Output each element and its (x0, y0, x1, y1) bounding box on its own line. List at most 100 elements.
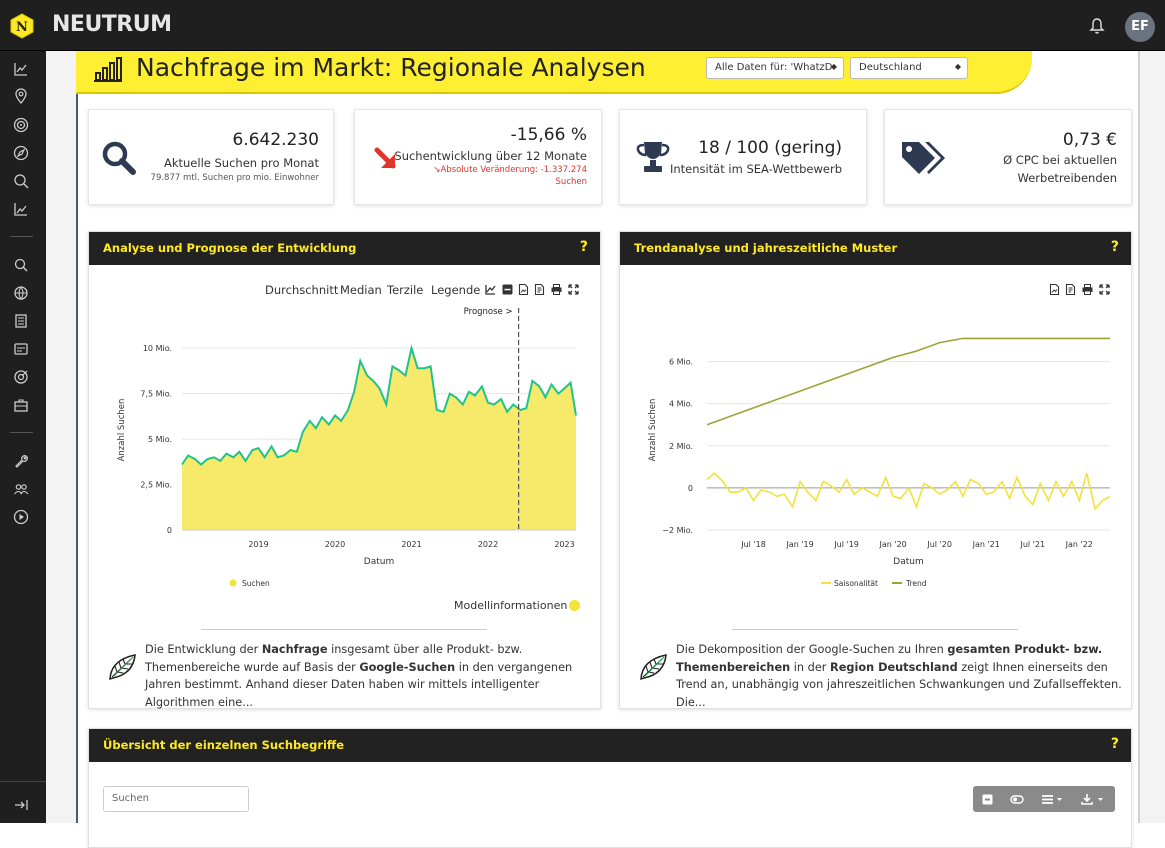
kpi-label: Aktuelle Suchen pro Monat (163, 156, 319, 170)
kpi-label: Ø CPC bei aktuellen (1003, 153, 1117, 167)
data-filter-value: Alle Daten für: 'WhatzD (715, 62, 833, 73)
kpi-label: Intensität im SEA-Wettbewerb (669, 162, 842, 176)
series-line-suchen (181, 344, 577, 466)
avatar[interactable]: EF (1125, 12, 1155, 42)
columns-toggle-icon[interactable] (1010, 794, 1024, 805)
toolbar-median[interactable]: Median (340, 283, 382, 297)
trend-icon[interactable] (13, 201, 29, 217)
logo-icon[interactable]: N (9, 13, 35, 39)
print-icon[interactable] (1082, 284, 1093, 295)
model-info-link[interactable]: Modellinformationen (454, 599, 568, 612)
kpi-sub: 79.877 mtl. Suchen pro mio. Einwohner (150, 173, 319, 183)
fullscreen-icon[interactable] (1099, 284, 1110, 295)
goal-icon[interactable] (13, 369, 29, 385)
top-bar: N NEUTRUM EF (0, 0, 1165, 51)
select-arrow-icon: ◆ (954, 62, 961, 71)
y-axis-title: Anzahl Suchen (648, 399, 658, 462)
region-value: Deutschland (859, 62, 922, 73)
divider (201, 629, 487, 630)
leaf-logo-icon (109, 654, 136, 681)
legend-label-trend: Trend (905, 579, 927, 588)
series-line-trend (706, 337, 1110, 426)
help-icon[interactable]: ? (1110, 736, 1119, 752)
bell-icon[interactable] (1088, 17, 1106, 35)
select-arrow-icon: ◆ (830, 62, 837, 71)
file-image-icon[interactable] (1049, 284, 1060, 295)
fullscreen-icon[interactable] (568, 284, 579, 295)
chart-line-icon[interactable] (13, 61, 29, 77)
panel-header: Trendanalyse und jahreszeitliche Muster … (620, 232, 1131, 265)
x-tick-label: Jan '19 (785, 540, 813, 549)
file-pdf-icon[interactable] (534, 284, 545, 295)
search-icon (102, 141, 136, 175)
sidebar (0, 51, 46, 823)
tags-icon (902, 142, 945, 174)
panel-title: Trendanalyse und jahreszeitliche Muster (634, 241, 898, 255)
help-icon[interactable]: ? (579, 239, 588, 255)
kpi-label: Suchentwicklung über 12 Monate (394, 149, 587, 163)
legend-marker-suchen (229, 579, 237, 587)
region-select[interactable]: Deutschland ◆ (850, 57, 968, 79)
trophy-icon (636, 142, 670, 172)
globe-icon[interactable] (13, 285, 29, 301)
brand-name[interactable]: NEUTRUM (52, 12, 172, 37)
trend-chart[interactable]: −2 Mio. 0 2 Mio. 4 Mio. 6 Mio. Jul '18 Jan '19… (620, 300, 1133, 605)
forecast-chart[interactable]: 0 2,5 Mio. 5 Mio. 7,5 Mio. 10 Mio. Prognose >… (89, 300, 602, 605)
y-tick-label: 2,5 Mio. (140, 481, 172, 490)
document-icon[interactable] (13, 313, 29, 329)
panel-forecast: Analyse und Prognose der Entwicklung ? D… (88, 231, 601, 709)
panel-description: Die Entwicklung der Nachfrage insgesamt … (145, 643, 573, 709)
line-chart-icon[interactable] (485, 284, 496, 295)
kpi-value: 0,73 € (1062, 130, 1117, 150)
search-icon[interactable] (13, 257, 29, 273)
x-tick-label: Jan '20 (879, 540, 907, 549)
print-icon[interactable] (551, 284, 562, 295)
compass-icon[interactable] (13, 145, 29, 161)
message-icon[interactable] (13, 341, 29, 357)
file-pdf-icon[interactable] (1065, 284, 1076, 295)
download-dropdown-icon[interactable] (1081, 794, 1105, 805)
play-circle-icon[interactable] (13, 509, 29, 525)
sidebar-divider (10, 432, 33, 433)
toolbar-tertiles[interactable]: Terzile (387, 283, 424, 297)
x-tick-label: Jul '18 (740, 540, 766, 549)
data-filter-select[interactable]: Alle Daten für: 'WhatzD ◆ (706, 57, 844, 79)
kpi-sub-unit: Suchen (555, 177, 587, 187)
sidebar-divider (0, 781, 46, 782)
kpi-card-development: -15,66 % Suchentwicklung über 12 Monate … (354, 109, 602, 205)
y-tick-label: −2 Mio. (662, 526, 693, 535)
toolbar-legend[interactable]: Legende (431, 283, 481, 297)
collapse-sidebar-icon[interactable] (13, 797, 29, 813)
location-pin-icon[interactable] (13, 88, 29, 104)
kpi-card-searches: 6.642.230 Aktuelle Suchen pro Monat 79.8… (88, 109, 334, 205)
x-tick-label: Jan '22 (1065, 540, 1093, 549)
users-icon[interactable] (13, 481, 29, 497)
help-icon[interactable]: ? (1110, 239, 1119, 255)
page-title-bar: Nachfrage im Markt: Regionale Analysen A… (76, 51, 1032, 94)
toggle-icon[interactable] (982, 794, 993, 805)
minus-square-icon[interactable] (502, 284, 513, 295)
table-toolbar (973, 786, 1115, 812)
legend-label-saisonalitaet: Saisonalität (834, 579, 878, 588)
toolbar-average[interactable]: Durchschnitt (265, 283, 339, 297)
leaf-logo-icon (640, 654, 667, 681)
panel-trend: Trendanalyse und jahreszeitliche Muster … (619, 231, 1132, 709)
kpi-value: -15,66 % (510, 125, 587, 145)
file-image-icon[interactable] (518, 284, 529, 295)
x-tick-label: Jul '19 (833, 540, 859, 549)
legend-label-suchen: Suchen (242, 579, 270, 588)
target-icon[interactable] (13, 117, 29, 133)
briefcase-icon[interactable] (13, 397, 29, 413)
wrench-icon[interactable] (13, 453, 29, 469)
y-tick-label: 4 Mio. (669, 400, 693, 409)
y-tick-label: 7,5 Mio. (140, 390, 172, 399)
keyword-search-input[interactable]: Suchen (103, 786, 249, 812)
list-dropdown-icon[interactable] (1041, 794, 1063, 805)
bar-chart-icon (94, 57, 122, 82)
search-analysis-icon[interactable] (13, 173, 29, 189)
info-circle-icon[interactable] (569, 600, 580, 611)
kpi-label: Werbetreibenden (1017, 171, 1117, 185)
x-tick-label: Jul '20 (926, 540, 952, 549)
panel-title: Übersicht der einzelnen Suchbegriffe (103, 738, 345, 752)
kpi-card-cpc: 0,73 € Ø CPC bei aktuellen Werbetreibend… (884, 109, 1132, 205)
